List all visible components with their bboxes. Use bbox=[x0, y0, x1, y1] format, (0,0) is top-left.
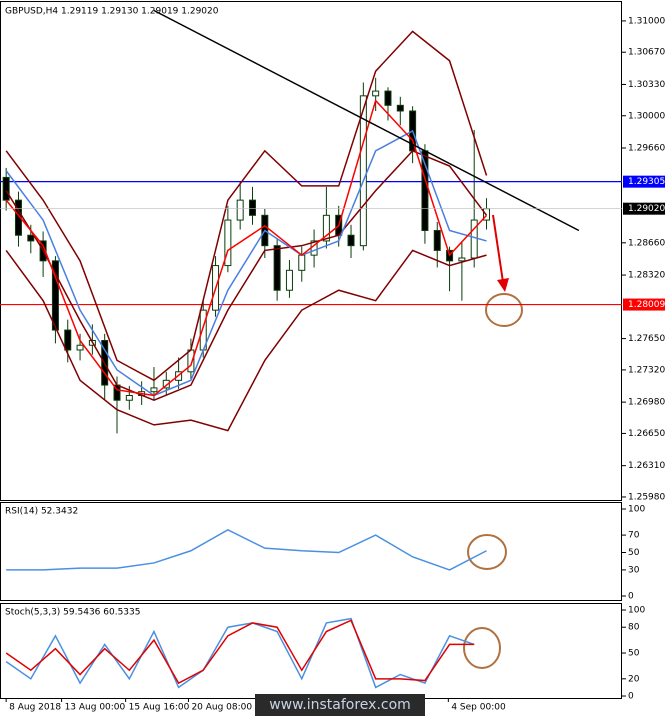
y-tick-label: 50 bbox=[628, 649, 640, 659]
y-tick-label: 1.28660 bbox=[628, 238, 665, 248]
line-series bbox=[6, 529, 487, 571]
annotations bbox=[463, 214, 523, 669]
panel-title: Stoch(5,3,3) 59.5436 60.5335 bbox=[5, 608, 140, 618]
y-tick-label: 30 bbox=[628, 565, 640, 575]
main-frame bbox=[0, 1, 622, 501]
y-tick-label: 1.29660 bbox=[628, 143, 665, 153]
candle-body bbox=[396, 104, 404, 112]
line-series bbox=[5, 149, 488, 402]
y-tick-label: 1.30330 bbox=[628, 80, 665, 90]
y-tick-label: 1.27650 bbox=[628, 334, 665, 344]
circle bbox=[467, 534, 507, 570]
level-label: 1.29305 bbox=[628, 177, 665, 187]
candle-body bbox=[236, 199, 244, 221]
y-tick-label: 1.27320 bbox=[628, 365, 665, 375]
arrow-head bbox=[497, 278, 509, 292]
x-tick-label: 15 Aug 16:00 bbox=[129, 703, 190, 713]
level-label-bg bbox=[623, 298, 665, 311]
candle-body bbox=[433, 229, 441, 251]
candle-body bbox=[162, 379, 170, 389]
candle-body bbox=[458, 257, 466, 262]
candle-body bbox=[125, 394, 133, 401]
y-tick-label: 50 bbox=[628, 548, 640, 558]
y-tick-label: 1.25980 bbox=[628, 492, 665, 502]
watermark: www.instaforex.com bbox=[269, 697, 411, 713]
circle bbox=[463, 627, 501, 669]
x-tick-label: 8 Aug 2018 bbox=[9, 703, 61, 713]
y-tick-label: 1.26310 bbox=[628, 461, 665, 471]
y-tick-label: 1.30670 bbox=[628, 48, 665, 58]
line-series bbox=[5, 619, 475, 685]
y-tick-label: 1.30000 bbox=[628, 111, 665, 121]
panel-title: RSI(14) 52.3432 bbox=[5, 507, 78, 517]
y-tick-label: 0 bbox=[628, 591, 634, 601]
rsi-frame bbox=[0, 502, 622, 601]
level-label: 1.28009 bbox=[628, 300, 665, 310]
arrow-shaft bbox=[492, 214, 504, 283]
candle-body bbox=[372, 90, 380, 97]
x-tick-label: 4 Sep 00:00 bbox=[451, 703, 506, 713]
watermark-bg bbox=[255, 694, 425, 716]
candle-body bbox=[150, 387, 158, 393]
line-series bbox=[153, 9, 580, 232]
line-series bbox=[5, 617, 475, 689]
y-tick-label: 1.26650 bbox=[628, 429, 665, 439]
candle-body bbox=[285, 269, 293, 291]
y-tick-label: 20 bbox=[628, 674, 640, 684]
y-tick-label: 1.28320 bbox=[628, 271, 665, 281]
y-tick-label: 100 bbox=[628, 505, 645, 515]
candle-body bbox=[347, 234, 355, 247]
panel-title: GBPUSD,H4 1.29119 1.29130 1.29019 1.2902… bbox=[5, 7, 219, 17]
x-tick-label: 20 Aug 08:00 bbox=[191, 703, 252, 713]
candle-body bbox=[273, 245, 281, 291]
y-tick-label: 70 bbox=[628, 531, 640, 541]
circle bbox=[485, 293, 523, 327]
candle-body bbox=[14, 199, 22, 236]
candle-body bbox=[322, 214, 330, 242]
x-tick-label: 13 Aug 00:00 bbox=[65, 703, 126, 713]
candle-body bbox=[51, 260, 59, 331]
y-tick-label: 1.26980 bbox=[628, 398, 665, 408]
level-label-bg bbox=[623, 175, 665, 188]
y-tick-label: 80 bbox=[628, 623, 640, 633]
y-tick-label: 1.31000 bbox=[628, 16, 665, 26]
y-tick-label: 0 bbox=[628, 692, 634, 702]
line-series bbox=[5, 99, 488, 397]
last-price-bg bbox=[623, 202, 665, 215]
candle-body bbox=[298, 254, 306, 271]
candle-body bbox=[384, 90, 392, 106]
candle-body bbox=[359, 95, 367, 247]
candle-body bbox=[2, 176, 10, 201]
line-series bbox=[5, 249, 487, 432]
y-tick-label: 100 bbox=[628, 606, 645, 616]
candle-body bbox=[27, 234, 35, 242]
candle-body bbox=[64, 329, 72, 351]
candle-body bbox=[224, 219, 232, 267]
last-price-label: 1.29020 bbox=[628, 204, 665, 214]
candle-body bbox=[76, 344, 84, 351]
line-series bbox=[5, 30, 488, 382]
candle-body bbox=[248, 199, 256, 216]
